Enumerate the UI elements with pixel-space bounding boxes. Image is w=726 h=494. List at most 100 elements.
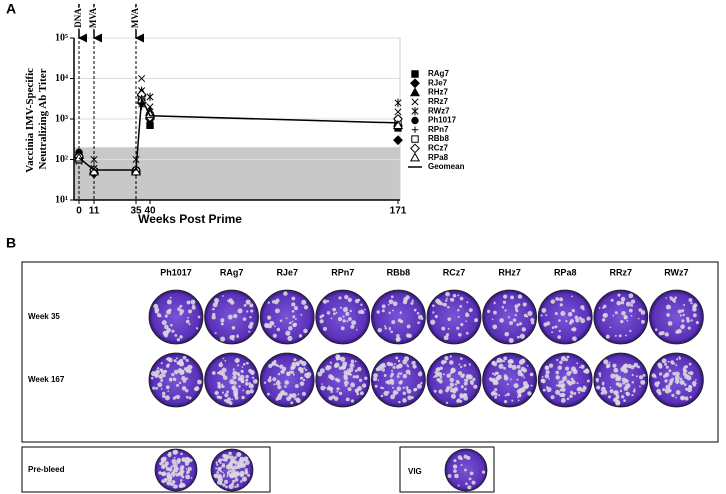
plaque bbox=[453, 469, 457, 473]
plaque bbox=[242, 317, 247, 321]
plaque bbox=[182, 355, 187, 360]
plaque bbox=[514, 304, 519, 309]
plaque bbox=[690, 302, 693, 305]
plaque bbox=[412, 364, 417, 369]
plaque bbox=[625, 301, 631, 307]
plaque bbox=[557, 335, 561, 339]
plaque bbox=[688, 362, 692, 366]
plaque bbox=[185, 319, 190, 324]
plaque bbox=[160, 362, 163, 365]
plaque bbox=[237, 308, 243, 314]
plaque bbox=[220, 361, 223, 364]
plaque bbox=[292, 373, 295, 376]
plaque bbox=[285, 330, 291, 336]
plaque bbox=[578, 366, 581, 369]
plaque bbox=[279, 364, 284, 369]
plaque bbox=[667, 360, 670, 363]
plaque bbox=[235, 388, 239, 391]
plaque bbox=[211, 371, 216, 375]
plaque bbox=[503, 356, 508, 361]
data-point bbox=[146, 103, 154, 111]
plaque bbox=[156, 313, 162, 318]
plaque bbox=[504, 331, 510, 337]
plaque bbox=[570, 377, 574, 381]
plaque bbox=[585, 368, 589, 373]
plaque bbox=[547, 370, 550, 373]
plaque bbox=[217, 384, 222, 389]
plaque bbox=[517, 369, 522, 374]
plaque bbox=[170, 323, 173, 327]
plaque bbox=[180, 479, 183, 482]
plaque bbox=[245, 390, 251, 395]
plaque bbox=[392, 309, 394, 312]
plaque bbox=[320, 385, 326, 391]
plaque bbox=[551, 326, 555, 329]
plaque bbox=[494, 388, 498, 392]
plaque bbox=[326, 311, 331, 315]
plaque bbox=[554, 325, 558, 329]
plaque bbox=[434, 371, 438, 374]
plaque bbox=[306, 376, 309, 379]
plaque bbox=[396, 334, 400, 338]
data-point bbox=[138, 74, 146, 83]
plaque bbox=[602, 312, 608, 318]
plaque bbox=[556, 358, 559, 362]
plaque bbox=[447, 327, 450, 330]
plaque bbox=[285, 317, 288, 320]
plaque bbox=[389, 362, 394, 367]
plaque bbox=[179, 335, 183, 339]
plaque bbox=[625, 391, 631, 397]
plaque bbox=[347, 297, 352, 303]
plaque bbox=[490, 391, 495, 396]
plaque bbox=[465, 482, 468, 486]
plaque bbox=[218, 395, 223, 400]
plaque bbox=[610, 373, 616, 379]
plaque bbox=[248, 383, 254, 389]
plaque bbox=[184, 461, 190, 466]
plaque bbox=[344, 384, 348, 387]
plaque bbox=[566, 397, 570, 401]
plaque bbox=[177, 368, 183, 374]
plaque bbox=[163, 374, 166, 378]
plaque bbox=[227, 473, 229, 476]
plaque bbox=[522, 302, 527, 307]
data-point bbox=[90, 155, 98, 164]
plaque bbox=[450, 367, 456, 373]
plaque bbox=[596, 385, 601, 390]
plaque bbox=[317, 371, 323, 377]
plaque bbox=[414, 387, 418, 392]
plaque bbox=[336, 355, 341, 360]
plaque bbox=[364, 308, 366, 311]
plaque bbox=[165, 385, 170, 390]
plaque bbox=[675, 396, 678, 399]
plaque bbox=[522, 368, 528, 373]
plaque bbox=[504, 309, 507, 312]
plaque bbox=[654, 381, 660, 387]
plaque bbox=[159, 461, 163, 466]
plaque bbox=[447, 474, 452, 478]
plaque bbox=[186, 471, 189, 474]
plaque bbox=[350, 324, 355, 330]
plaque bbox=[623, 368, 629, 374]
plaque bbox=[347, 387, 352, 392]
plaque bbox=[559, 393, 564, 398]
plaque bbox=[166, 327, 171, 333]
plaque bbox=[523, 384, 529, 390]
plaque bbox=[513, 383, 519, 389]
plaque bbox=[683, 370, 686, 373]
plaque bbox=[380, 386, 383, 390]
plaque bbox=[348, 372, 352, 376]
plaque bbox=[150, 376, 154, 380]
plaque bbox=[333, 312, 336, 316]
plaque bbox=[382, 387, 385, 390]
plaque bbox=[635, 375, 638, 378]
plaque bbox=[332, 307, 337, 312]
plaque bbox=[507, 359, 512, 364]
plaque bbox=[555, 297, 559, 301]
plaque bbox=[603, 359, 609, 365]
plaque bbox=[350, 359, 355, 364]
plaque bbox=[630, 314, 633, 317]
plaque bbox=[217, 473, 222, 479]
plaque bbox=[166, 480, 172, 486]
